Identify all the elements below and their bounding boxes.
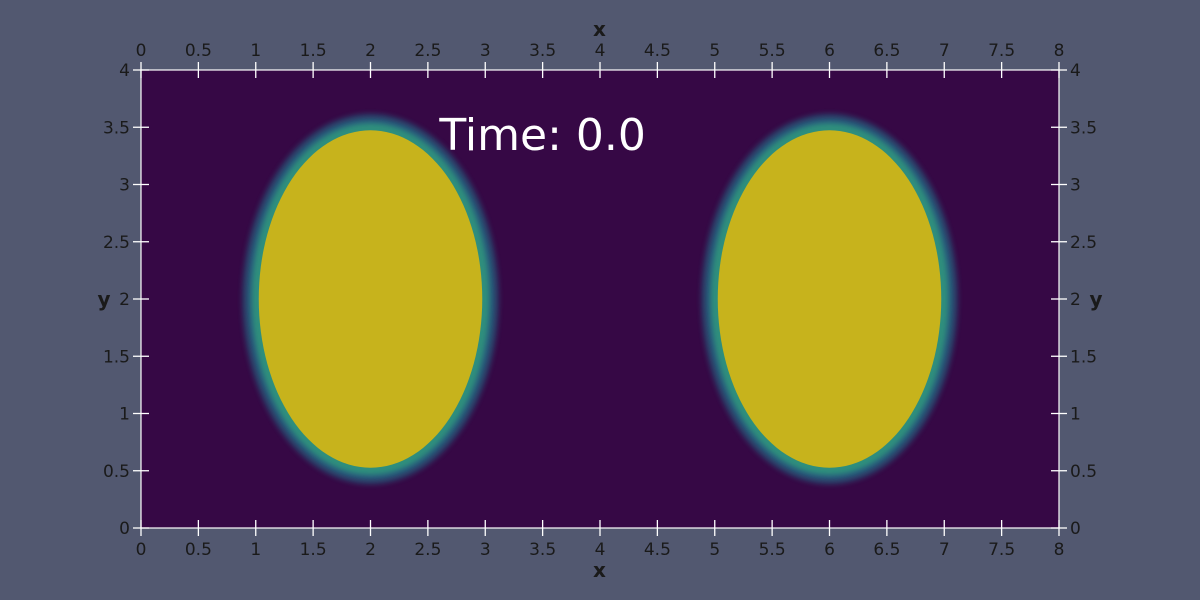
x-axis-title-top: x bbox=[593, 17, 606, 41]
x-tick-label-top: 6 bbox=[824, 41, 835, 61]
x-tick-label-bottom: 6.5 bbox=[873, 540, 900, 560]
x-tick-label-bottom: 3 bbox=[480, 540, 491, 560]
x-tick-label-bottom: 7.5 bbox=[988, 540, 1015, 560]
x-tick-label-top: 5.5 bbox=[759, 41, 786, 61]
y-tick-label-right: 0 bbox=[1070, 519, 1081, 539]
y-tick-label-right: 1 bbox=[1070, 405, 1081, 425]
y-axis-title-right: y bbox=[1089, 287, 1102, 311]
y-tick-label-left: 2 bbox=[119, 290, 130, 310]
y-tick-label-left: 2.5 bbox=[103, 233, 130, 253]
x-tick-label-top: 7 bbox=[939, 41, 950, 61]
x-tick-label-top: 4.5 bbox=[644, 41, 671, 61]
x-tick-label-top: 0 bbox=[136, 41, 147, 61]
y-tick-label-right: 4 bbox=[1070, 61, 1081, 81]
x-tick-label-top: 4 bbox=[595, 41, 606, 61]
x-tick-label-bottom: 8 bbox=[1054, 540, 1065, 560]
y-tick-label-left: 3.5 bbox=[103, 118, 130, 138]
x-tick-label-bottom: 3.5 bbox=[529, 540, 556, 560]
y-tick-label-right: 0.5 bbox=[1070, 462, 1097, 482]
y-tick-label-left: 3 bbox=[119, 176, 130, 196]
x-tick-label-top: 2.5 bbox=[414, 41, 441, 61]
x-tick-label-bottom: 6 bbox=[824, 540, 835, 560]
x-tick-label-top: 7.5 bbox=[988, 41, 1015, 61]
y-tick-label-left: 1 bbox=[119, 405, 130, 425]
x-tick-label-top: 1.5 bbox=[300, 41, 327, 61]
x-tick-label-bottom: 2 bbox=[365, 540, 376, 560]
x-tick-label-bottom: 1 bbox=[250, 540, 261, 560]
x-tick-label-bottom: 0 bbox=[136, 540, 147, 560]
x-tick-label-bottom: 4 bbox=[595, 540, 606, 560]
x-tick-label-bottom: 5.5 bbox=[759, 540, 786, 560]
y-tick-label-left: 1.5 bbox=[103, 347, 130, 367]
y-tick-label-left: 0 bbox=[119, 519, 130, 539]
y-tick-label-right: 2 bbox=[1070, 290, 1081, 310]
x-tick-label-top: 1 bbox=[250, 41, 261, 61]
x-tick-label-top: 2 bbox=[365, 41, 376, 61]
x-tick-label-bottom: 7 bbox=[939, 540, 950, 560]
y-tick-label-right: 3.5 bbox=[1070, 118, 1097, 138]
x-tick-label-top: 3.5 bbox=[529, 41, 556, 61]
region-2 bbox=[700, 113, 959, 485]
x-axis-title-bottom: x bbox=[593, 558, 606, 582]
y-tick-label-left: 0.5 bbox=[103, 462, 130, 482]
x-tick-label-bottom: 4.5 bbox=[644, 540, 671, 560]
x-tick-label-top: 0.5 bbox=[185, 41, 212, 61]
x-tick-label-bottom: 0.5 bbox=[185, 540, 212, 560]
axis-ticks: 000.50.5111.51.5222.52.5333.53.5444.54.5… bbox=[103, 41, 1097, 560]
y-tick-label-right: 1.5 bbox=[1070, 347, 1097, 367]
x-tick-label-top: 3 bbox=[480, 41, 491, 61]
heatmap-regions bbox=[241, 113, 959, 485]
x-tick-label-top: 6.5 bbox=[873, 41, 900, 61]
x-tick-label-bottom: 2.5 bbox=[414, 540, 441, 560]
x-tick-label-top: 8 bbox=[1054, 41, 1065, 61]
y-tick-label-right: 3 bbox=[1070, 176, 1081, 196]
y-tick-label-left: 4 bbox=[119, 61, 130, 81]
region-2-layer-4 bbox=[717, 130, 942, 468]
y-tick-label-right: 2.5 bbox=[1070, 233, 1097, 253]
region-1-layer-4 bbox=[258, 130, 483, 468]
y-axis-title-left: y bbox=[97, 287, 110, 311]
x-tick-label-bottom: 1.5 bbox=[300, 540, 327, 560]
time-annotation: Time: 0.0 bbox=[438, 110, 645, 161]
x-tick-label-bottom: 5 bbox=[709, 540, 720, 560]
x-tick-label-top: 5 bbox=[709, 41, 720, 61]
region-1 bbox=[241, 113, 500, 485]
